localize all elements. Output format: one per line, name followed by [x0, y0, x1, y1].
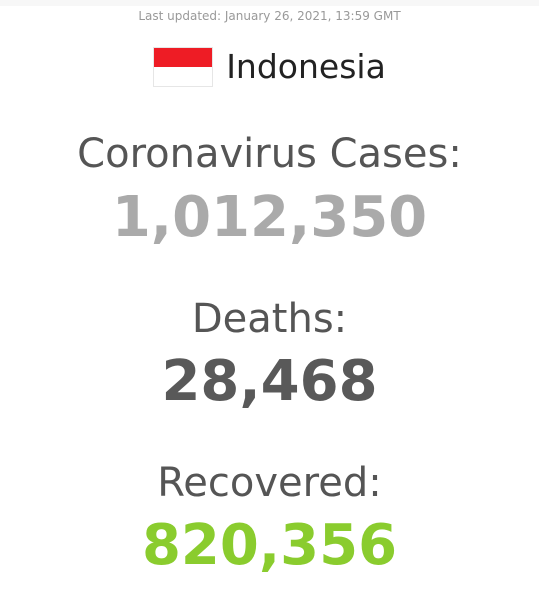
cases-label: Coronavirus Cases: — [77, 131, 462, 177]
last-updated-text: Last updated: January 26, 2021, 13:59 GM… — [138, 9, 401, 23]
recovered-label: Recovered: — [157, 460, 382, 506]
recovered-value: 820,356 — [141, 513, 398, 578]
indonesia-flag-icon — [153, 47, 214, 87]
top-strip — [0, 0, 539, 6]
deaths-label: Deaths: — [191, 296, 348, 342]
flag-red-band — [154, 48, 213, 67]
country-header: Indonesia — [0, 44, 539, 90]
cases-value: 1,012,350 — [111, 185, 428, 250]
country-name: Indonesia — [226, 47, 386, 86]
deaths-value: 28,468 — [161, 349, 378, 414]
flag-white-band — [154, 67, 213, 86]
